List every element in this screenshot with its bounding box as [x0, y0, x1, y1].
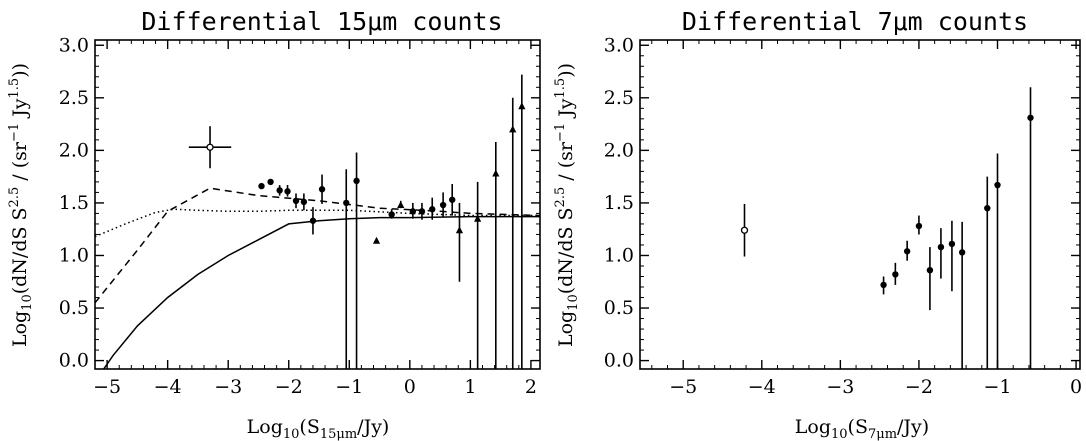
- right-circle-point: [958, 249, 966, 256]
- left-xtick-label: 2: [525, 376, 537, 398]
- left-x-axis-label: Log10(S15μm/Jy): [247, 416, 390, 441]
- left-y-axis-label: Log10(dN/dS S2.5 / (sr−1 Jy1.5)): [7, 63, 35, 347]
- left-circle-point: [353, 177, 360, 185]
- left-circle-point: [292, 197, 300, 205]
- left-circle-point: [418, 208, 426, 215]
- left-ytick-label: 0.5: [59, 297, 89, 319]
- left-circle-point: [284, 188, 291, 195]
- left-circle-point: [276, 187, 283, 194]
- left-triangle-point: [474, 214, 482, 222]
- right-axis-ticks: −5 −4 −3 −2 −1 0 0.0 0.5 1.0 1.5 2.0 2.5 3.0: [604, 34, 1082, 398]
- right-plot-marks: [740, 87, 1034, 369]
- left-ytick-label: 3.0: [59, 34, 89, 56]
- left-xtick-label: −4: [154, 376, 182, 398]
- left-xtick-label: 0: [404, 376, 416, 398]
- left-chart-title: Differential 15μm counts: [141, 7, 502, 36]
- right-circle-point: [937, 243, 945, 251]
- left-triangle-point: [509, 125, 517, 133]
- left-circle-point: [429, 206, 436, 213]
- right-xtick-label: −5: [669, 376, 697, 398]
- left-circle-point: [309, 217, 317, 224]
- right-xtick-label: −1: [983, 376, 1011, 398]
- right-circle-point: [994, 181, 1001, 189]
- right-xtick-label: −2: [905, 376, 933, 398]
- left-circle-point: [409, 208, 417, 215]
- right-circle-point: [1027, 114, 1034, 121]
- right-xtick-label: −4: [748, 376, 776, 398]
- right-circle-point: [915, 222, 923, 230]
- right-ytick-label: 0.0: [604, 350, 634, 372]
- left-clip-group: [95, 74, 540, 369]
- right-xtick-label: 0: [1070, 376, 1082, 398]
- left-dotted-curve: [95, 208, 540, 238]
- left-triangle-point: [518, 102, 526, 110]
- left-circle-point: [267, 178, 274, 186]
- right-chart-title: Differential 7μm counts: [682, 7, 1028, 36]
- right-circle-point: [892, 271, 899, 278]
- left-circle-point: [258, 182, 265, 190]
- right-ytick-label: 3.0: [604, 34, 634, 56]
- left-dashed-curve: [95, 187, 540, 304]
- right-x-axis-label: Log10(S7μm/Jy): [795, 416, 929, 441]
- left-triangle-point: [492, 169, 500, 177]
- left-triangle-point: [455, 226, 464, 234]
- left-circle-point: [300, 198, 308, 206]
- right-y-axis-label: Log10(dN/dS S2.5 / (sr−1 Jy1.5)): [553, 63, 581, 347]
- right-ytick-label: 0.5: [604, 297, 634, 319]
- left-xtick-label: −2: [275, 376, 303, 398]
- left-triangle-point: [397, 201, 405, 209]
- left-axis-ticks: −5 −4 −3 −2 −1 0 1 2 0.0 0.5 1.0 1.5 2.0 2.5 3.0: [59, 34, 540, 398]
- left-cross-marker: [206, 143, 214, 151]
- left-panel: Differential 15μm counts −5 −4 −3 −2 −1 0 1 2 0.…: [7, 7, 541, 441]
- right-circle-point: [903, 248, 911, 255]
- left-circle-point: [343, 199, 350, 207]
- right-ytick-label: 2.5: [604, 87, 634, 109]
- left-plot-marks: [95, 74, 540, 369]
- right-ytick-label: 1.0: [604, 244, 634, 266]
- left-solid-curve: [102, 215, 540, 369]
- right-cross-marker: [740, 226, 749, 234]
- left-xtick-label: −3: [214, 376, 242, 398]
- left-plot-frame: [94, 39, 541, 370]
- right-circle-point: [926, 266, 934, 274]
- left-triangle-point: [372, 236, 381, 244]
- left-xtick-label: −1: [335, 376, 363, 398]
- right-ytick-label: 1.5: [604, 192, 634, 214]
- left-ytick-label: 1.5: [59, 192, 89, 214]
- left-ytick-label: 2.0: [59, 139, 89, 161]
- right-circle-point: [984, 204, 991, 212]
- right-clip-group: [740, 87, 1034, 369]
- left-circle-point: [388, 211, 395, 218]
- right-plot-frame: [639, 39, 1081, 370]
- right-circle-point: [880, 281, 887, 289]
- left-xtick-label: −5: [93, 376, 121, 398]
- right-circle-point: [948, 240, 956, 248]
- left-xtick-label: 1: [464, 376, 476, 398]
- left-ytick-label: 1.0: [59, 244, 89, 266]
- right-ytick-label: 2.0: [604, 139, 634, 161]
- right-panel: Differential 7μm counts −5 −4 −3 −2 −1 0 0.0 0.…: [553, 7, 1082, 441]
- left-ytick-label: 0.0: [59, 350, 89, 372]
- left-ytick-label: 2.5: [59, 87, 89, 109]
- left-circle-point: [449, 196, 456, 203]
- left-circle-point: [439, 201, 447, 209]
- left-circle-point: [318, 186, 326, 193]
- right-xtick-label: −3: [826, 376, 854, 398]
